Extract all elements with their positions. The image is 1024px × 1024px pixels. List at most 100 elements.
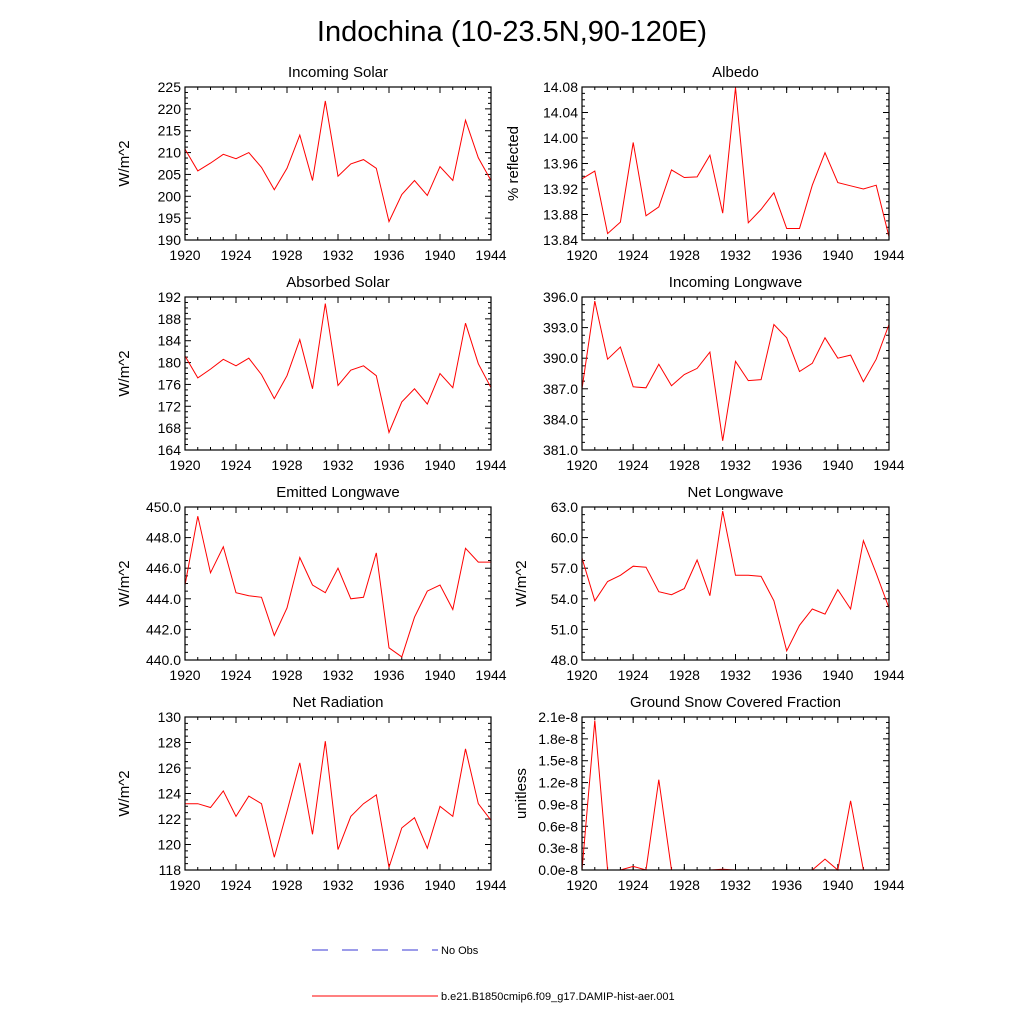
y-tick-label: 442.0	[146, 621, 181, 637]
x-tick-label: 1940	[822, 877, 853, 893]
y-tick-label: 210	[158, 145, 182, 161]
y-tick-label: 63.0	[551, 499, 578, 515]
y-axis-label: W/m^2	[116, 140, 133, 186]
y-tick-label: 124	[158, 786, 182, 802]
panel-4: Incoming Longwave 1920 1924 1928 1932 1936 194…	[543, 274, 905, 473]
y-axis-label: % reflected	[505, 126, 522, 201]
x-tick-label: 1932	[720, 247, 751, 263]
x-tick-label: 1944	[873, 457, 904, 473]
panel-6: Net Longwave 1920 1924 1928 1932 1936 1940 1944…	[513, 484, 905, 683]
legend-model-label: b.e21.B1850cmip6.f09_g17.DAMIP-hist-aer.…	[441, 991, 675, 1003]
x-tick-label: 1932	[720, 667, 751, 683]
x-tick-label: 1944	[873, 667, 904, 683]
y-tick-label: 0.0e-8	[538, 862, 578, 878]
y-tick-label: 387.0	[543, 381, 578, 397]
y-tick-label: 1.5e-8	[538, 753, 578, 769]
y-tick-label: 446.0	[146, 560, 181, 576]
y-tick-label: 390.0	[543, 350, 578, 366]
series-line	[581, 720, 889, 871]
x-tick-label: 1920	[566, 247, 597, 263]
x-tick-label: 1924	[618, 457, 649, 473]
x-tick-label: 1924	[618, 667, 649, 683]
series-line	[581, 300, 890, 441]
y-tick-label: 118	[159, 862, 182, 878]
y-tick-label: 120	[158, 837, 182, 853]
y-tick-label: 450.0	[146, 499, 181, 515]
x-tick-label: 1940	[424, 877, 455, 893]
y-tick-label: 448.0	[146, 530, 181, 546]
x-tick-label: 1920	[169, 877, 200, 893]
x-tick-label: 1928	[669, 457, 700, 473]
y-tick-label: 1.8e-8	[538, 731, 578, 747]
plot-frame	[581, 506, 890, 661]
y-tick-label: 172	[158, 398, 182, 414]
figure-title: Indochina (10-23.5N,90-120E)	[317, 16, 707, 48]
x-tick-label: 1920	[169, 457, 200, 473]
x-tick-label: 1936	[771, 667, 802, 683]
x-tick-label: 1924	[220, 667, 251, 683]
x-tick-label: 1924	[220, 247, 251, 263]
x-tick-label: 1928	[271, 457, 302, 473]
y-tick-label: 13.84	[543, 232, 578, 248]
y-tick-label: 122	[158, 811, 182, 827]
y-tick-label: 215	[158, 123, 182, 139]
y-tick-label: 0.3e-8	[538, 840, 578, 856]
panel-title: Incoming Solar	[288, 64, 388, 81]
x-tick-label: 1932	[322, 877, 353, 893]
y-tick-label: 225	[158, 79, 182, 95]
y-tick-label: 220	[158, 101, 182, 117]
x-tick-label: 1936	[373, 457, 404, 473]
panel-1: Incoming Solar 1920 1924 1928 1932 1936 1940 19…	[116, 64, 507, 263]
panel-title: Albedo	[712, 64, 759, 81]
plot-frame	[581, 296, 890, 451]
x-tick-label: 1936	[373, 667, 404, 683]
y-tick-label: 195	[158, 210, 182, 226]
y-tick-label: 48.0	[551, 652, 578, 668]
y-tick-label: 200	[158, 188, 182, 204]
x-tick-label: 1928	[271, 877, 302, 893]
y-axis-label: W/m^2	[513, 560, 530, 606]
x-tick-label: 1924	[220, 877, 251, 893]
x-tick-label: 1928	[669, 877, 700, 893]
x-tick-label: 1944	[475, 667, 506, 683]
plot-frame	[581, 86, 890, 241]
y-tick-label: 128	[158, 735, 182, 751]
x-tick-label: 1920	[169, 247, 200, 263]
y-tick-label: 54.0	[551, 591, 578, 607]
x-tick-label: 1936	[373, 247, 404, 263]
plot-frame	[184, 296, 492, 451]
y-tick-label: 184	[158, 333, 182, 349]
y-tick-label: 180	[158, 355, 182, 371]
y-tick-label: 393.0	[543, 320, 578, 336]
y-tick-label: 14.08	[543, 79, 578, 95]
panel-title: Ground Snow Covered Fraction	[630, 694, 841, 711]
x-tick-label: 1928	[669, 667, 700, 683]
x-tick-label: 1920	[566, 877, 597, 893]
panel-title: Emitted Longwave	[276, 484, 399, 501]
x-tick-label: 1940	[822, 457, 853, 473]
legend-obs-label: No Obs	[441, 945, 479, 957]
plot-frame	[184, 716, 492, 871]
y-tick-label: 1.2e-8	[538, 775, 578, 791]
y-tick-label: 164	[158, 442, 182, 458]
series-line	[184, 303, 492, 435]
panels-container: Incoming Solar 1920 1924 1928 1932 1936 1940 19…	[116, 64, 905, 893]
y-tick-label: 205	[158, 166, 182, 182]
x-tick-label: 1940	[424, 457, 455, 473]
y-tick-label: 444.0	[146, 591, 181, 607]
panel-2: Albedo 1920 1924 1928 1932 1936 1940 1944 13.84 1…	[505, 64, 905, 263]
x-tick-label: 1924	[220, 457, 251, 473]
x-tick-label: 1936	[373, 877, 404, 893]
series-line	[581, 511, 890, 653]
y-tick-label: 176	[158, 376, 182, 392]
y-tick-label: 190	[158, 232, 182, 248]
y-tick-label: 381.0	[543, 442, 578, 458]
x-tick-label: 1944	[475, 877, 506, 893]
y-tick-label: 130	[158, 709, 182, 725]
panel-8: Ground Snow Covered Fraction 1920 1924 1928…	[513, 694, 905, 893]
y-tick-label: 384.0	[543, 411, 578, 427]
x-tick-label: 1940	[822, 667, 853, 683]
y-tick-label: 14.00	[543, 130, 578, 146]
plot-frame	[184, 86, 492, 241]
